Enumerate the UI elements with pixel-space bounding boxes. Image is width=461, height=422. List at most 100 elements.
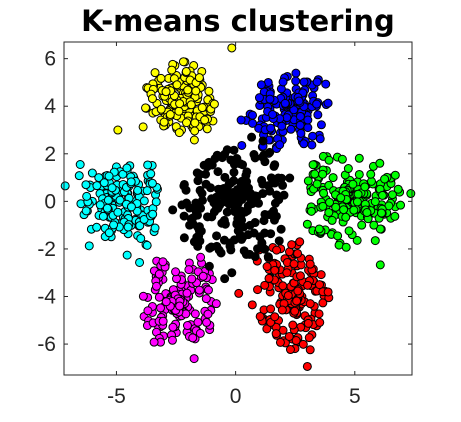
data-point bbox=[253, 244, 263, 254]
data-point bbox=[348, 179, 358, 189]
data-point bbox=[295, 111, 305, 121]
data-point bbox=[203, 285, 213, 295]
data-point bbox=[198, 271, 208, 281]
data-point bbox=[260, 209, 270, 219]
data-point bbox=[95, 200, 105, 210]
cluster-series-5 bbox=[138, 252, 221, 364]
x-axis: -5 0 5 bbox=[107, 42, 361, 408]
data-point bbox=[315, 134, 325, 144]
data-point bbox=[277, 305, 287, 315]
data-point bbox=[156, 73, 166, 83]
data-point bbox=[312, 77, 322, 87]
data-point bbox=[196, 252, 206, 262]
data-point bbox=[60, 181, 70, 191]
data-point bbox=[237, 140, 247, 150]
data-point bbox=[184, 265, 194, 275]
data-point bbox=[136, 233, 146, 243]
data-point bbox=[220, 172, 230, 182]
data-point bbox=[369, 220, 379, 230]
data-point bbox=[285, 173, 295, 183]
data-point bbox=[87, 168, 97, 178]
data-point bbox=[376, 208, 386, 218]
data-point bbox=[288, 320, 298, 330]
data-point bbox=[375, 158, 385, 168]
data-point bbox=[357, 220, 367, 230]
data-point bbox=[308, 131, 318, 141]
data-point bbox=[161, 297, 171, 307]
data-point bbox=[352, 197, 362, 207]
data-point bbox=[308, 160, 318, 170]
data-point bbox=[168, 322, 178, 332]
data-point bbox=[229, 167, 239, 177]
data-point bbox=[250, 191, 260, 201]
data-point bbox=[316, 270, 326, 280]
data-point bbox=[225, 238, 235, 248]
data-point bbox=[291, 76, 301, 86]
data-point bbox=[156, 104, 166, 114]
data-point bbox=[265, 94, 275, 104]
data-point bbox=[305, 345, 315, 355]
data-point bbox=[277, 121, 287, 131]
data-point bbox=[341, 242, 351, 252]
data-point bbox=[278, 180, 288, 190]
data-point bbox=[165, 110, 175, 120]
data-point bbox=[333, 231, 343, 241]
data-point bbox=[193, 317, 203, 327]
data-point bbox=[387, 190, 397, 200]
data-point bbox=[370, 236, 380, 246]
data-point bbox=[236, 115, 246, 125]
data-point bbox=[243, 183, 253, 193]
data-point bbox=[302, 361, 312, 371]
data-point bbox=[248, 110, 258, 120]
data-point bbox=[318, 298, 328, 308]
data-point bbox=[142, 186, 152, 196]
data-point bbox=[303, 176, 313, 186]
data-point bbox=[159, 117, 169, 127]
data-point bbox=[278, 77, 288, 87]
data-point bbox=[304, 333, 314, 343]
data-point bbox=[212, 231, 222, 241]
data-point bbox=[143, 306, 153, 316]
y-tick-label: 0 bbox=[44, 190, 56, 213]
data-point bbox=[310, 169, 320, 179]
data-point bbox=[190, 126, 200, 136]
data-point bbox=[113, 207, 123, 217]
data-point bbox=[172, 80, 182, 90]
data-point bbox=[249, 150, 259, 160]
data-point bbox=[151, 197, 161, 207]
data-point bbox=[271, 329, 281, 339]
data-point bbox=[238, 189, 248, 199]
data-point bbox=[282, 268, 292, 278]
data-point bbox=[154, 292, 164, 302]
data-point bbox=[195, 185, 205, 195]
data-point bbox=[262, 262, 272, 272]
data-point bbox=[315, 317, 325, 327]
data-point bbox=[377, 190, 387, 200]
data-point bbox=[186, 100, 196, 110]
data-point bbox=[193, 241, 203, 251]
data-point bbox=[222, 145, 232, 155]
data-point bbox=[150, 68, 160, 78]
data-point bbox=[190, 309, 200, 319]
data-point bbox=[167, 65, 177, 75]
data-point bbox=[248, 118, 258, 128]
data-point bbox=[192, 168, 202, 178]
data-point bbox=[272, 245, 282, 255]
data-point bbox=[141, 103, 151, 113]
data-point bbox=[92, 181, 102, 191]
data-point bbox=[380, 174, 390, 184]
data-point bbox=[212, 197, 222, 207]
data-point bbox=[227, 268, 237, 278]
data-point bbox=[109, 220, 119, 230]
data-point bbox=[269, 161, 279, 171]
data-point bbox=[202, 317, 212, 327]
data-point bbox=[287, 240, 297, 250]
data-point bbox=[126, 202, 136, 212]
data-point bbox=[226, 178, 236, 188]
data-point bbox=[179, 211, 189, 221]
data-point bbox=[336, 193, 346, 203]
data-point bbox=[148, 209, 158, 219]
cluster-series-4 bbox=[302, 151, 416, 270]
cluster-series-2 bbox=[113, 43, 237, 145]
data-point bbox=[303, 115, 313, 125]
